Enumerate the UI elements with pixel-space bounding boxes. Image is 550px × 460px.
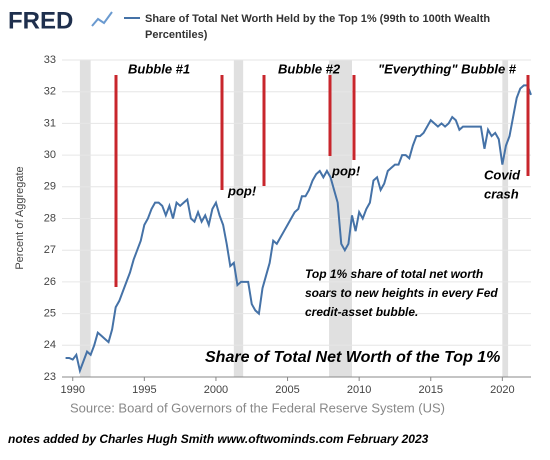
annotation: pop!	[331, 163, 361, 178]
source: Source: Board of Governors of the Federa…	[70, 400, 445, 415]
y-tick-label: 23	[44, 371, 56, 383]
y-tick-label: 25	[44, 308, 56, 320]
x-tick-label: 2000	[204, 384, 228, 396]
annotation: crash	[484, 186, 519, 201]
y-axis-label: Percent of Aggregate	[14, 166, 26, 269]
annotation: credit-asset bubble.	[305, 305, 418, 319]
y-tick-label: 31	[44, 117, 56, 129]
annotation: Top 1% share of total net worth	[305, 267, 483, 281]
y-tick-label: 33	[44, 54, 56, 66]
x-tick-label: 2020	[490, 384, 514, 396]
x-tick-label: 2015	[419, 384, 443, 396]
annotation: pop!	[227, 183, 257, 198]
y-tick-label: 26	[44, 276, 56, 288]
annotation: Covid	[484, 167, 521, 182]
y-tick-label: 28	[44, 212, 56, 224]
x-tick-label: 2005	[275, 384, 299, 396]
footer: notes added by Charles Hugh Smith www.of…	[8, 432, 429, 446]
y-tick-label: 27	[44, 244, 56, 256]
chart-title: Share of Total Net Worth Held by the Top…	[145, 13, 490, 25]
y-tick-label: 30	[44, 149, 56, 161]
x-tick-label: 1995	[132, 384, 156, 396]
headline: Share of Total Net Worth of the Top 1%	[205, 349, 500, 366]
logo-icon	[91, 11, 113, 27]
annotation: Bubble #2	[278, 61, 341, 76]
annotation-lines	[114, 75, 530, 287]
plot: 23 24 25 26 27 28 29 30 31 32 33 1990 1995 2000 2005 20…	[44, 54, 532, 396]
x-tick-label: 2010	[347, 384, 371, 396]
annotation: Bubble #1	[128, 61, 190, 76]
data-line	[65, 84, 532, 375]
annotation: soars to new heights in every Fed	[305, 286, 498, 300]
x-tick-label: 1990	[60, 384, 84, 396]
y-tick-label: 24	[44, 339, 56, 351]
y-tick-label: 32	[44, 86, 56, 98]
logo: FRED	[8, 7, 73, 34]
y-tick-label: 29	[44, 181, 56, 193]
chart-title: Percentiles)	[145, 29, 208, 41]
annotation: "Everything" Bubble #	[378, 61, 517, 76]
